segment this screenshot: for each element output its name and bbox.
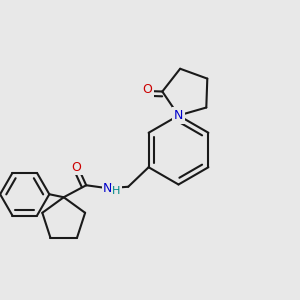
Text: N: N bbox=[103, 182, 112, 195]
Text: N: N bbox=[174, 109, 183, 122]
Text: H: H bbox=[112, 186, 120, 196]
Text: O: O bbox=[71, 161, 81, 174]
Text: O: O bbox=[142, 83, 152, 96]
